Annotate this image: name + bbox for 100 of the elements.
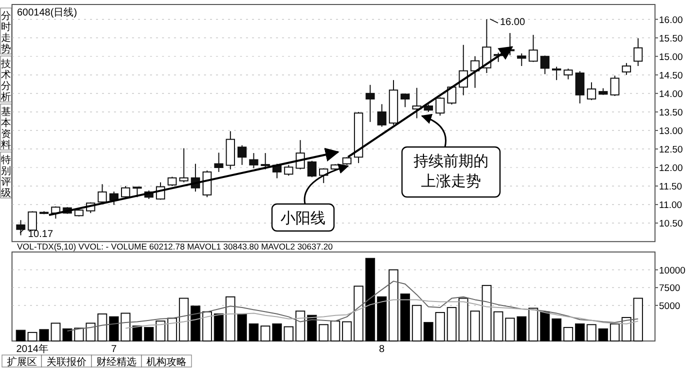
candlestick <box>517 52 526 66</box>
y-tick-label: 12.00 <box>659 163 683 174</box>
bar <box>178 298 189 342</box>
candlestick <box>610 75 620 97</box>
candlestick <box>307 160 317 178</box>
bar <box>167 318 178 342</box>
bar <box>132 326 142 342</box>
y-tick-label: 14.00 <box>659 88 683 100</box>
candlestick <box>447 86 456 106</box>
candlestick <box>622 62 632 76</box>
candlestick <box>319 168 328 184</box>
candlestick <box>202 170 212 198</box>
annotation: 持续前期的上涨走势 <box>414 153 488 190</box>
text: 基本资料 <box>1 106 11 151</box>
y-tick-label: 15.00 <box>659 52 683 63</box>
y-tick-label: 13.50 <box>659 107 683 118</box>
text: 财经精选 <box>96 356 136 368</box>
bar <box>610 323 620 342</box>
candlestick <box>179 148 188 183</box>
y-tick-label: 13.00 <box>659 126 683 137</box>
candlestick <box>552 66 562 81</box>
candlestick <box>51 206 60 220</box>
bar <box>50 322 61 342</box>
text: 机构攻略 <box>146 356 186 368</box>
y-tick-label: 10000 <box>659 265 686 276</box>
bar <box>284 326 294 342</box>
y-tick-label: 10.50 <box>659 218 683 230</box>
bar <box>482 284 492 342</box>
candlestick <box>98 184 107 204</box>
line-series <box>125 299 639 329</box>
y-tick-label: 14.50 <box>659 70 683 82</box>
bar <box>97 313 108 342</box>
candlestick <box>284 164 294 176</box>
line-series <box>66 280 639 332</box>
text: 分时走势 <box>1 10 11 55</box>
bar <box>505 318 515 342</box>
candlestick <box>214 152 224 172</box>
candlestick <box>634 38 643 66</box>
bar <box>493 311 504 342</box>
x-tick-label: 2014年 <box>16 343 49 355</box>
bar <box>74 328 84 342</box>
bar <box>516 316 526 342</box>
bar <box>388 269 398 342</box>
bar <box>412 304 422 342</box>
y-tick-label: 5000 <box>659 300 680 312</box>
text: 技术分析 <box>0 58 11 103</box>
bar <box>330 320 340 342</box>
y-tick-label: 7500 <box>659 283 680 294</box>
chart-title: 600148(日线) <box>17 6 78 18</box>
candlestick <box>482 18 492 74</box>
bar <box>16 330 26 342</box>
annotation: 小阳线 <box>280 210 326 227</box>
candlestick <box>575 70 584 104</box>
candlestick <box>168 176 177 187</box>
candlestick <box>260 152 270 170</box>
bar <box>295 310 306 342</box>
bar <box>365 258 376 342</box>
candlestick <box>28 210 37 232</box>
candlestick <box>470 56 480 88</box>
bar <box>376 296 387 342</box>
candlestick <box>16 220 26 236</box>
chart-title: VOL-TDX(5,10) VVOL: - VOLUME 60212.78 MAVOL1 30843.80 MAVOL2 30637.20 <box>17 242 334 252</box>
bar <box>528 308 538 342</box>
bar <box>446 307 457 342</box>
bar <box>272 323 282 342</box>
bar <box>400 294 410 342</box>
bar <box>458 298 468 342</box>
text: 扩展区 <box>6 356 37 368</box>
y-tick-label: 16.00 <box>659 14 683 26</box>
text: 特别评级 <box>1 154 11 199</box>
bar <box>248 323 259 342</box>
x-tick-label: 8 <box>379 344 386 355</box>
bar <box>62 328 72 342</box>
candlestick <box>377 104 386 128</box>
y-tick-label: 12.50 <box>659 144 683 156</box>
y-tick-label: 11.50 <box>659 182 682 193</box>
candlestick <box>249 152 258 169</box>
bar <box>563 326 574 342</box>
bar <box>260 326 270 342</box>
bar <box>598 328 608 342</box>
bar <box>586 324 596 342</box>
candlestick <box>400 92 410 108</box>
annotation: 10.17 <box>28 229 54 240</box>
y-tick-label: 11.00 <box>659 200 682 212</box>
candlestick <box>237 144 247 166</box>
bar <box>214 313 224 342</box>
candlestick <box>366 84 375 122</box>
bar <box>86 322 96 342</box>
bar <box>575 323 585 342</box>
bar <box>156 320 166 342</box>
x-tick-label: 7 <box>111 344 118 355</box>
candlestick <box>564 68 573 80</box>
candlestick <box>528 34 538 62</box>
y-tick-label: 15.50 <box>659 33 683 44</box>
candlestick <box>586 82 596 101</box>
bar <box>470 310 480 342</box>
bar <box>144 326 154 342</box>
candlestick <box>540 55 550 75</box>
candlestick <box>436 96 445 116</box>
annotation: 16.00 <box>500 17 526 28</box>
